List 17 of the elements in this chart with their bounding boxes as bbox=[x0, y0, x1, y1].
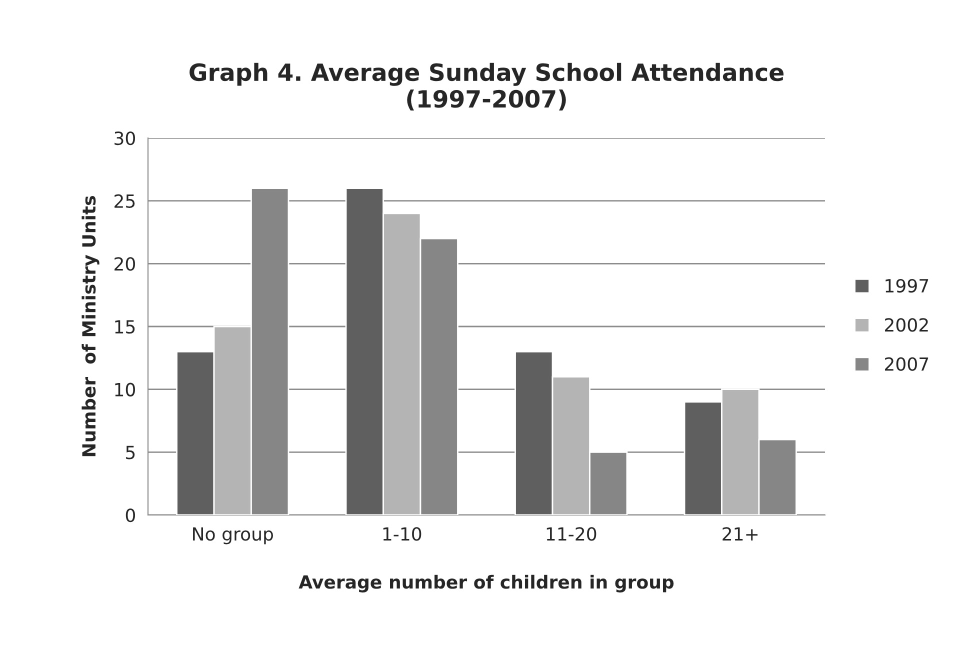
x-tick-label: 11-20 bbox=[546, 527, 596, 541]
chart-title: Graph 4. Average Sunday School Attendance (1997-2007) bbox=[190, 62, 784, 111]
y-tick-label: 25 bbox=[114, 194, 135, 208]
y-tick-label: 0 bbox=[126, 508, 135, 522]
x-tick-label: 21+ bbox=[722, 527, 758, 541]
y-tick-label: 15 bbox=[115, 320, 135, 334]
legend-label: 2002 bbox=[885, 318, 928, 332]
y-tick-label: 20 bbox=[114, 257, 135, 271]
x-tick-label: 1-10 bbox=[383, 527, 422, 541]
x-axis-title: Average number of children in group bbox=[298, 574, 674, 592]
legend-label: 1997 bbox=[886, 278, 928, 293]
legend-label: 2007 bbox=[885, 357, 928, 371]
y-axis-title: Number of Ministry Units bbox=[82, 196, 100, 456]
y-tick-label: 10 bbox=[115, 382, 135, 396]
y-tick-label: 5 bbox=[126, 446, 135, 460]
y-tick-label: 30 bbox=[114, 131, 135, 146]
x-tick-label: No group bbox=[193, 527, 273, 544]
